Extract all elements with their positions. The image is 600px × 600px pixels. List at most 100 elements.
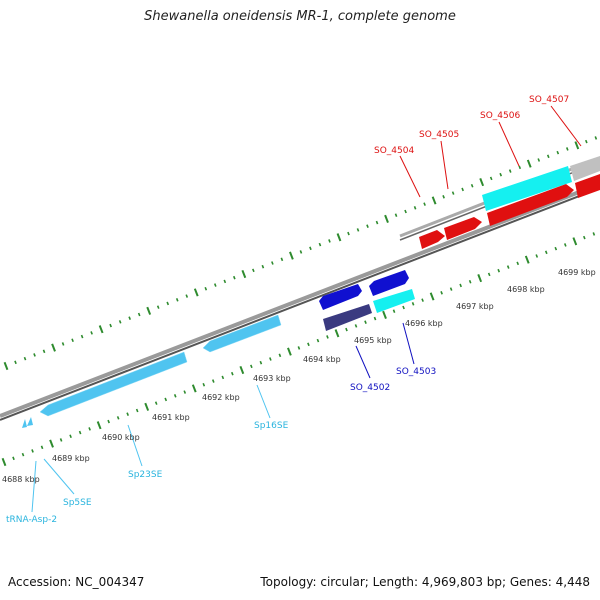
outer-major-tick xyxy=(51,343,56,352)
tick-label: 4694 kbp xyxy=(303,355,341,364)
outer-minor-tick xyxy=(537,158,541,162)
gene-label-tRNA-Asp-2[interactable]: tRNA-Asp-2 xyxy=(6,515,57,525)
inner-minor-tick xyxy=(12,456,15,461)
gene-label-Sp5SE[interactable]: Sp5SE xyxy=(63,498,92,508)
gene-SO_4502[interactable] xyxy=(319,284,362,310)
gene-SO_4507-grey[interactable] xyxy=(570,156,600,181)
gene-label-Sp23SE[interactable]: Sp23SE xyxy=(128,470,163,480)
inner-major-tick xyxy=(334,329,340,338)
inner-major-tick xyxy=(572,237,578,246)
outer-minor-tick xyxy=(33,353,36,357)
tick-label: 4698 kbp xyxy=(507,285,545,294)
gene-label-SO_4507[interactable]: SO_4507 xyxy=(529,95,569,105)
gene-SO_4503[interactable] xyxy=(369,270,409,296)
inner-minor-tick xyxy=(459,283,462,288)
callout-lines xyxy=(31,105,582,513)
inner-minor-tick xyxy=(21,452,25,457)
tick-label: 4695 kbp xyxy=(354,336,392,345)
inner-minor-tick xyxy=(535,254,539,258)
outer-minor-tick xyxy=(233,275,236,280)
inner-minor-tick xyxy=(411,302,415,306)
inner-major-tick xyxy=(524,255,530,264)
gene-label-SO_4505[interactable]: SO_4505 xyxy=(419,130,459,140)
gene-SO_4503-cyan[interactable] xyxy=(373,289,415,313)
inner-minor-tick xyxy=(487,272,491,277)
tick-label: 4693 kbp xyxy=(253,374,291,383)
inner-minor-tick xyxy=(164,397,168,402)
outer-major-tick xyxy=(431,196,437,205)
outer-minor-tick xyxy=(518,165,522,170)
outer-minor-tick xyxy=(565,147,569,151)
inner-minor-tick xyxy=(278,353,282,358)
gene-tRNA-Asp-2-b[interactable] xyxy=(27,417,33,426)
inner-minor-tick xyxy=(554,246,558,251)
outer-minor-tick xyxy=(508,169,512,173)
gene-labels: tRNA-Asp-2 Sp5SE Sp23SE Sp16SE SO_4502 S… xyxy=(6,95,569,525)
outer-minor-tick xyxy=(80,334,84,339)
outer-minor-tick xyxy=(61,342,65,346)
outer-minor-tick xyxy=(118,320,122,324)
gene-SO_4504[interactable] xyxy=(419,230,445,249)
inner-major-tick xyxy=(382,310,387,319)
inner-minor-tick xyxy=(116,416,120,420)
inner-major-tick xyxy=(144,402,150,411)
outer-major-tick xyxy=(193,288,199,297)
backbone-line xyxy=(0,182,600,418)
gene-Sp16SE[interactable] xyxy=(202,314,282,353)
genome-summary-label: Topology: circular; Length: 4,969,803 bp… xyxy=(260,575,590,589)
outer-major-tick xyxy=(336,233,342,242)
gene-label-SO_4504[interactable]: SO_4504 xyxy=(374,146,414,156)
outer-minor-tick xyxy=(261,264,265,269)
inner-minor-tick xyxy=(402,305,405,310)
map-title: Shewanella oneidensis MR-1, complete gen… xyxy=(144,9,456,24)
outer-minor-tick xyxy=(556,150,560,155)
tick-label: 4699 kbp xyxy=(558,268,596,277)
outer-minor-tick xyxy=(252,268,255,273)
gene-SO_4506[interactable] xyxy=(487,184,574,226)
gene-SO_4502-dark[interactable] xyxy=(323,304,372,331)
outer-minor-tick xyxy=(413,206,417,210)
outer-minor-tick xyxy=(185,294,189,298)
inner-minor-tick xyxy=(297,346,301,350)
inner-minor-tick xyxy=(583,235,586,240)
gene-label-SO_4502[interactable]: SO_4502 xyxy=(350,383,390,393)
outer-minor-tick xyxy=(213,283,217,287)
gene-label-SO_4506[interactable]: SO_4506 xyxy=(480,111,520,121)
outer-major-tick xyxy=(526,159,532,168)
inner-minor-tick xyxy=(440,291,443,295)
gene-tRNA-Asp-2[interactable] xyxy=(22,419,27,428)
outer-major-tick xyxy=(384,214,389,223)
outer-minor-tick xyxy=(175,298,179,302)
outer-minor-tick xyxy=(128,316,131,320)
outer-minor-tick xyxy=(90,331,93,335)
outer-minor-tick xyxy=(442,195,445,199)
inner-minor-tick xyxy=(506,265,510,269)
gene-label-Sp16SE[interactable]: Sp16SE xyxy=(254,421,289,431)
outer-minor-tick xyxy=(347,231,350,236)
gene-SO_4506-cyan[interactable] xyxy=(482,166,572,211)
inner-minor-tick xyxy=(364,320,367,324)
gene-Sp23SE[interactable] xyxy=(39,351,188,417)
inner-minor-tick xyxy=(468,279,472,284)
outer-minor-tick xyxy=(109,323,112,328)
inner-minor-tick xyxy=(202,382,206,387)
inner-major-tick xyxy=(287,347,292,356)
outer-minor-tick xyxy=(499,172,503,177)
tick-label: 4696 kbp xyxy=(405,319,443,328)
outer-minor-tick xyxy=(299,250,303,254)
outer-major-tick xyxy=(146,306,152,315)
outer-minor-tick xyxy=(328,239,331,243)
gene-SO_4505[interactable] xyxy=(444,217,482,240)
gene-SO_4507[interactable] xyxy=(575,174,600,198)
inner-major-tick xyxy=(96,421,102,430)
outer-minor-tick xyxy=(404,209,407,214)
tick-label: 4689 kbp xyxy=(52,454,90,463)
inner-minor-tick xyxy=(231,371,234,376)
tick-label: 4691 kbp xyxy=(152,413,190,422)
inner-minor-tick xyxy=(107,419,110,424)
inner-minor-tick xyxy=(183,390,187,394)
inner-minor-tick xyxy=(31,449,34,453)
inner-minor-tick xyxy=(345,327,348,332)
gene-label-SO_4503[interactable]: SO_4503 xyxy=(396,367,436,377)
inner-major-tick xyxy=(1,457,7,467)
